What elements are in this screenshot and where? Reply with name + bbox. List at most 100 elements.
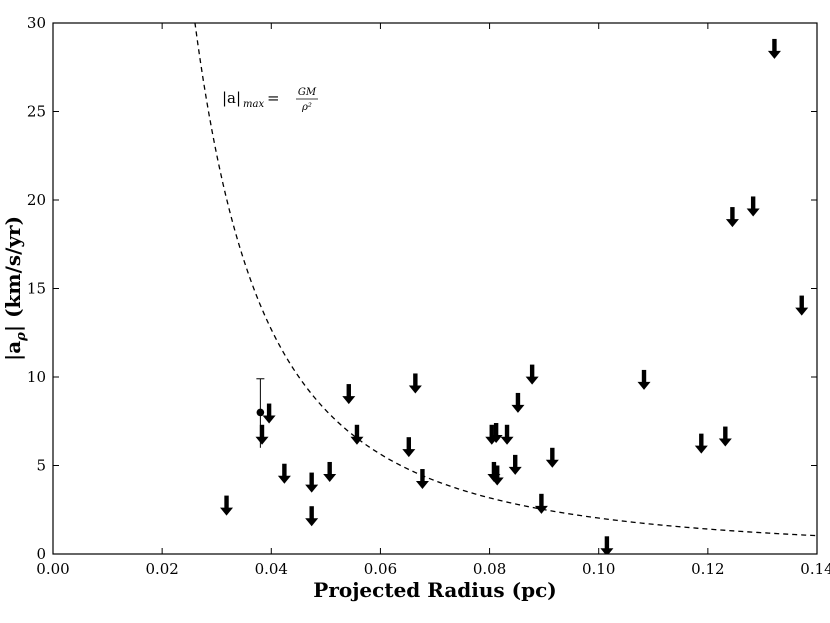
upper-limit-arrow-head — [490, 477, 504, 486]
upper-limit-arrow-shaft — [309, 472, 314, 487]
upper-limit-arrow — [694, 433, 708, 454]
upper-limit-arrow-shaft — [346, 384, 351, 399]
y-tick-label: 15 — [27, 280, 46, 298]
upper-limit-arrow-head — [511, 404, 525, 413]
upper-limit-arrow-shaft — [489, 424, 494, 439]
upper-limit-arrow-shaft — [309, 506, 314, 521]
plot-frame — [52, 22, 818, 555]
upper-limit-arrow — [305, 506, 319, 527]
y-axis-title-part: |a — [1, 341, 25, 361]
upper-limit-arrow-shaft — [224, 495, 229, 510]
upper-limit-arrow — [402, 437, 416, 458]
upper-limit-arrow-shaft — [515, 392, 521, 407]
upper-limit-arrow-shaft — [493, 423, 499, 438]
upper-limit-arrow — [323, 461, 337, 482]
upper-limit-arrow-head — [415, 481, 429, 490]
x-axis-title: Projected Radius (pc) — [313, 578, 556, 602]
upper-limit-arrow — [305, 472, 319, 493]
upper-limit-arrow-shaft — [504, 424, 510, 439]
upper-limit-arrow-head — [262, 415, 276, 424]
x-tick-label: 0.02 — [145, 560, 178, 578]
upper-limit-arrow-head — [637, 381, 651, 390]
upper-limit-arrow-shaft — [799, 295, 804, 310]
upper-limit-arrow-head — [305, 518, 319, 527]
y-tick-label: 20 — [27, 191, 46, 209]
curve-label-den: ρ² — [301, 102, 312, 113]
upper-limit-arrow — [534, 493, 548, 514]
curve-label-eq: = — [267, 89, 280, 107]
upper-limit-arrow-shaft — [406, 437, 412, 452]
upper-limit-arrow-shaft — [282, 463, 287, 478]
upper-limit-arrow-shaft — [730, 207, 735, 222]
upper-limit-arrow-head — [525, 376, 539, 385]
upper-limit-arrow-head — [795, 307, 809, 316]
upper-limit-arrow-head — [323, 473, 337, 482]
upper-limit-arrow — [637, 369, 651, 390]
upper-limit-arrow-head — [767, 50, 781, 59]
axes: 0.00 0.02 0.04 0.06 0.08 0.10 0.12 0.14 0 5 10 15 20… — [27, 14, 830, 578]
upper-limit-arrow-shaft — [641, 369, 647, 384]
curve-label-num: GM — [298, 87, 317, 98]
upper-limit-arrow — [511, 392, 525, 413]
curve-label-sub: max — [243, 99, 264, 110]
upper-limit-arrow — [220, 495, 234, 516]
upper-limit-arrow-shaft — [327, 461, 332, 476]
upper-limit-arrow-shaft — [604, 536, 610, 551]
upper-limit-arrow-shaft — [259, 424, 265, 439]
upper-limit-arrow — [408, 373, 422, 394]
x-tick-label: 0.06 — [364, 560, 397, 578]
upper-limit-arrow-shaft — [413, 373, 418, 388]
upper-limit-arrow — [718, 426, 732, 447]
upper-limit-arrow-shaft — [772, 38, 777, 53]
upper-limit-arrow — [490, 465, 504, 486]
upper-limit-arrow-shaft — [491, 461, 497, 476]
upper-limit-arrow — [262, 403, 276, 424]
upper-limit-arrow — [508, 454, 522, 475]
upper-limit-arrow — [489, 423, 503, 444]
upper-limit-arrow-head — [600, 548, 614, 554]
upper-limit-arrow-head — [694, 445, 708, 454]
upper-limit-arrow-head — [220, 507, 234, 516]
upper-limit-arrow-head — [342, 396, 356, 405]
upper-limit-arrow-shaft — [513, 454, 518, 469]
upper-limit-arrow — [767, 38, 781, 59]
y-axis-title-part: | (km/s/yr) — [1, 216, 25, 332]
upper-limit-arrow-head — [725, 219, 739, 228]
upper-limit-arrow-head — [718, 438, 732, 447]
upper-limit-arrow — [795, 295, 809, 316]
upper-limit-arrow-shaft — [420, 469, 425, 484]
upper-limit-arrow-shaft — [539, 493, 544, 508]
y-axis-title: |aρ| (km/s/yr) — [1, 216, 29, 361]
upper-limit-arrow-shaft — [699, 433, 704, 448]
y-tick-label: 25 — [27, 103, 46, 121]
upper-limit-arrow-shaft — [550, 447, 555, 462]
upper-limit-arrow-head — [508, 466, 522, 475]
upper-limit-arrow — [415, 469, 429, 490]
upper-limit-arrow — [545, 447, 559, 468]
upper-limit-arrow-shaft — [723, 426, 728, 441]
x-tick-label: 0.10 — [582, 560, 615, 578]
y-tick-label: 30 — [27, 14, 46, 32]
curve-label-base: |a| — [222, 89, 241, 107]
upper-limit-arrow-head — [305, 484, 319, 493]
x-tick-label: 0.14 — [800, 560, 830, 578]
upper-limit-arrow-shaft — [495, 465, 500, 480]
upper-limit-arrow — [500, 424, 514, 445]
plot-area: |a| max = GM ρ² — [194, 23, 817, 554]
upper-limit-arrow-shaft — [354, 424, 360, 439]
y-tick-label: 0 — [36, 545, 46, 563]
upper-limit-arrow-head — [489, 435, 503, 444]
upper-limit-arrow — [255, 424, 269, 445]
upper-limit-arrow-head — [534, 505, 548, 514]
upper-limit-arrow-shaft — [266, 403, 272, 418]
upper-limit-arrow-head — [500, 436, 514, 445]
upper-limit-arrow — [746, 196, 760, 217]
x-tick-label: 0.00 — [36, 560, 69, 578]
upper-limit-arrow — [277, 463, 291, 484]
x-tick-label: 0.12 — [691, 560, 724, 578]
y-tick-label: 10 — [27, 368, 46, 386]
upper-limit-arrow-head — [277, 475, 291, 484]
upper-limit-arrow-shaft — [750, 196, 756, 211]
curve-label: |a| max = GM ρ² — [222, 87, 318, 113]
